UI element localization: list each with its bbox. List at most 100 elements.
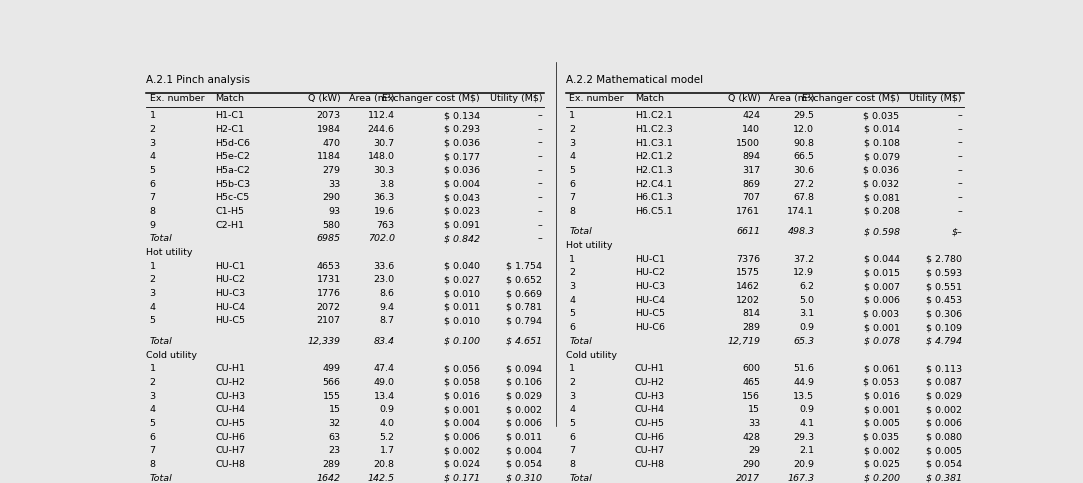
Text: $ 0.080: $ 0.080 [926, 433, 962, 441]
Text: 3.8: 3.8 [379, 180, 394, 188]
Text: H6.C5.1: H6.C5.1 [635, 207, 673, 216]
Text: HU-C5: HU-C5 [216, 316, 245, 326]
Text: 1642: 1642 [316, 474, 341, 483]
Text: $ 0.002: $ 0.002 [507, 405, 543, 414]
Text: 1776: 1776 [316, 289, 341, 298]
Text: $ 0.006: $ 0.006 [863, 296, 900, 305]
Text: HU-C2: HU-C2 [635, 269, 665, 277]
Text: $ 0.200: $ 0.200 [863, 474, 900, 483]
Text: 6.2: 6.2 [799, 282, 814, 291]
Text: 29.5: 29.5 [794, 111, 814, 120]
Text: $ 0.056: $ 0.056 [444, 364, 480, 373]
Text: –: – [537, 166, 543, 175]
Text: –: – [957, 152, 962, 161]
Text: 148.0: 148.0 [367, 152, 394, 161]
Text: Total: Total [570, 227, 592, 236]
Text: 112.4: 112.4 [367, 111, 394, 120]
Text: 67.8: 67.8 [794, 193, 814, 202]
Text: 1575: 1575 [736, 269, 760, 277]
Text: $ 0.043: $ 0.043 [444, 193, 480, 202]
Text: –: – [537, 207, 543, 216]
Text: 4: 4 [570, 405, 575, 414]
Text: 2073: 2073 [316, 111, 341, 120]
Text: $ 0.001: $ 0.001 [444, 405, 480, 414]
Text: Match: Match [635, 94, 664, 103]
Text: HU-C4: HU-C4 [216, 303, 245, 312]
Text: $ 1.754: $ 1.754 [507, 262, 543, 270]
Text: $ 0.010: $ 0.010 [444, 316, 480, 326]
Text: H6.C1.3: H6.C1.3 [635, 193, 673, 202]
Text: HU-C4: HU-C4 [635, 296, 665, 305]
Text: 33: 33 [748, 419, 760, 428]
Text: $ 0.091: $ 0.091 [444, 221, 480, 229]
Text: 3: 3 [570, 392, 575, 400]
Text: 5.0: 5.0 [799, 296, 814, 305]
Text: 7: 7 [149, 446, 156, 455]
Text: 1: 1 [570, 111, 575, 120]
Text: 1984: 1984 [316, 125, 341, 134]
Text: $ 0.293: $ 0.293 [444, 125, 480, 134]
Text: $ 0.011: $ 0.011 [507, 433, 543, 441]
Text: $ 0.014: $ 0.014 [863, 125, 900, 134]
Text: 3: 3 [570, 139, 575, 147]
Text: CU-H2: CU-H2 [635, 378, 665, 387]
Text: –: – [957, 180, 962, 188]
Text: HU-C5: HU-C5 [635, 310, 665, 318]
Text: $ 0.453: $ 0.453 [926, 296, 962, 305]
Text: $ 0.001: $ 0.001 [863, 323, 900, 332]
Text: 19.6: 19.6 [374, 207, 394, 216]
Text: 65.3: 65.3 [794, 337, 814, 346]
Text: 580: 580 [323, 221, 341, 229]
Text: $ 0.079: $ 0.079 [863, 152, 900, 161]
Text: $ 0.029: $ 0.029 [926, 392, 962, 400]
Text: A.2.1 Pinch analysis: A.2.1 Pinch analysis [146, 75, 250, 85]
Text: 4.0: 4.0 [380, 419, 394, 428]
Text: 5: 5 [149, 166, 156, 175]
Text: $ 0.306: $ 0.306 [926, 310, 962, 318]
Text: Total: Total [149, 337, 172, 346]
Text: –: – [537, 180, 543, 188]
Text: Utility (M$): Utility (M$) [910, 94, 962, 103]
Text: HU-C3: HU-C3 [635, 282, 665, 291]
Text: CU-H4: CU-H4 [216, 405, 245, 414]
Text: Ex. number: Ex. number [149, 94, 205, 103]
Text: $ 0.035: $ 0.035 [863, 433, 900, 441]
Text: 44.9: 44.9 [794, 378, 814, 387]
Text: H5c-C5: H5c-C5 [216, 193, 249, 202]
Text: H1.C3.1: H1.C3.1 [635, 139, 673, 147]
Text: 30.6: 30.6 [793, 166, 814, 175]
Text: $ 4.794: $ 4.794 [926, 337, 962, 346]
Text: H5e-C2: H5e-C2 [216, 152, 250, 161]
Text: –: – [537, 139, 543, 147]
Text: $ 0.177: $ 0.177 [444, 152, 480, 161]
Text: $ 0.109: $ 0.109 [926, 323, 962, 332]
Text: $ 0.208: $ 0.208 [863, 207, 900, 216]
Text: CU-H2: CU-H2 [216, 378, 245, 387]
Text: $ 0.010: $ 0.010 [444, 289, 480, 298]
Text: 8.7: 8.7 [380, 316, 394, 326]
Text: Q (kW): Q (kW) [728, 94, 760, 103]
Text: 6: 6 [570, 323, 575, 332]
Text: Hot utility: Hot utility [146, 248, 193, 257]
Text: $ 0.310: $ 0.310 [507, 474, 543, 483]
Text: $ 0.669: $ 0.669 [507, 289, 543, 298]
Text: $ 0.551: $ 0.551 [926, 282, 962, 291]
Text: 13.4: 13.4 [374, 392, 394, 400]
Text: 814: 814 [742, 310, 760, 318]
Text: H2-C1: H2-C1 [216, 125, 244, 134]
Text: 499: 499 [323, 364, 341, 373]
Text: $ 0.001: $ 0.001 [863, 405, 900, 414]
Text: 1731: 1731 [316, 275, 341, 284]
Text: 7: 7 [149, 193, 156, 202]
Text: 1202: 1202 [736, 296, 760, 305]
Text: –: – [537, 152, 543, 161]
Text: 12,339: 12,339 [308, 337, 341, 346]
Text: 279: 279 [323, 166, 341, 175]
Text: 12.9: 12.9 [794, 269, 814, 277]
Text: $ 0.100: $ 0.100 [444, 337, 480, 346]
Text: –: – [957, 207, 962, 216]
Text: CU-H6: CU-H6 [216, 433, 245, 441]
Text: 5: 5 [149, 419, 156, 428]
Text: $ 0.058: $ 0.058 [444, 378, 480, 387]
Text: $ 0.593: $ 0.593 [926, 269, 962, 277]
